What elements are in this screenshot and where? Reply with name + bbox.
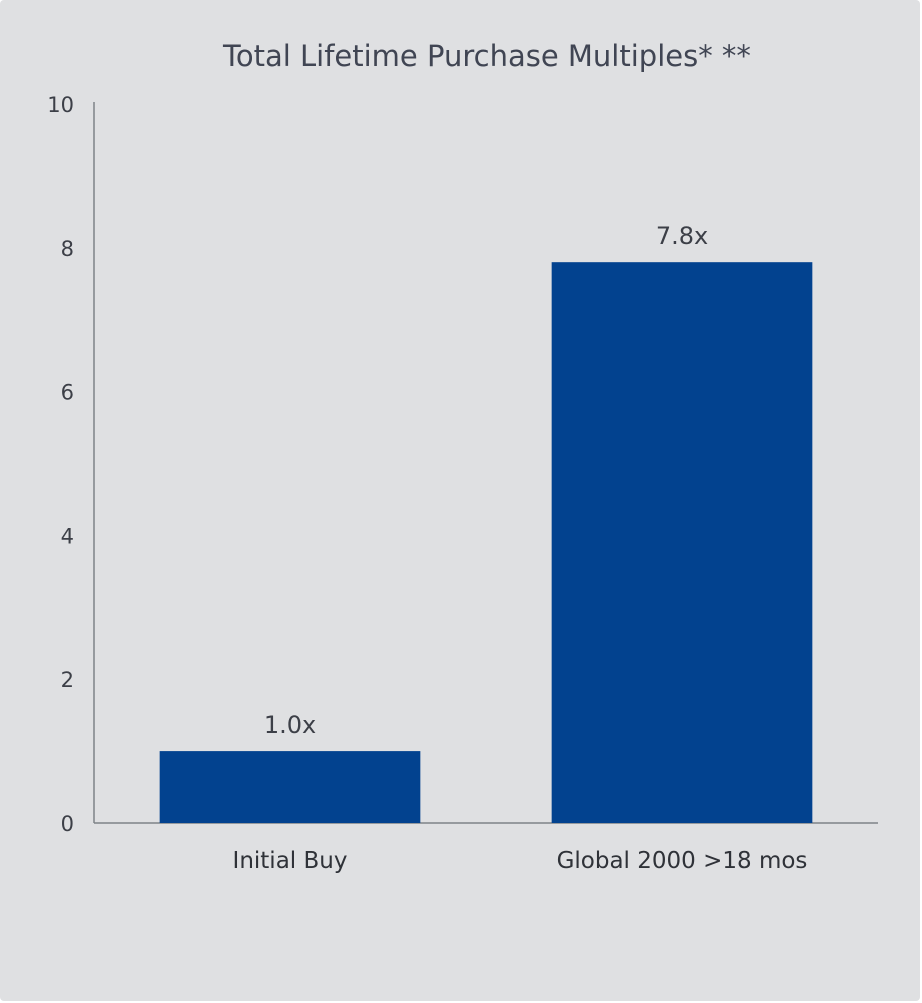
y-tick-label: 0	[61, 812, 74, 836]
data-labels: 1.0x 7.8x	[264, 222, 708, 739]
y-tick-label: 6	[61, 381, 74, 405]
bar-value-label: 1.0x	[264, 711, 316, 739]
category-labels: Initial Buy Global 2000 >18 mos	[233, 848, 808, 874]
bars	[159, 262, 813, 823]
y-tick-labels: 0 2 4 6 8 10	[47, 93, 74, 836]
y-tick-label: 10	[47, 93, 74, 117]
y-tick-label: 2	[61, 668, 74, 692]
bar-value-label: 7.8x	[656, 222, 708, 250]
x-category-label: Global 2000 >18 mos	[557, 848, 808, 874]
chart-title: Total Lifetime Purchase Multiples* **	[222, 39, 751, 73]
bar	[551, 262, 813, 823]
y-tick-label: 8	[61, 237, 74, 261]
y-tick-label: 4	[61, 524, 74, 548]
bar	[159, 751, 421, 823]
x-category-label: Initial Buy	[233, 848, 348, 874]
